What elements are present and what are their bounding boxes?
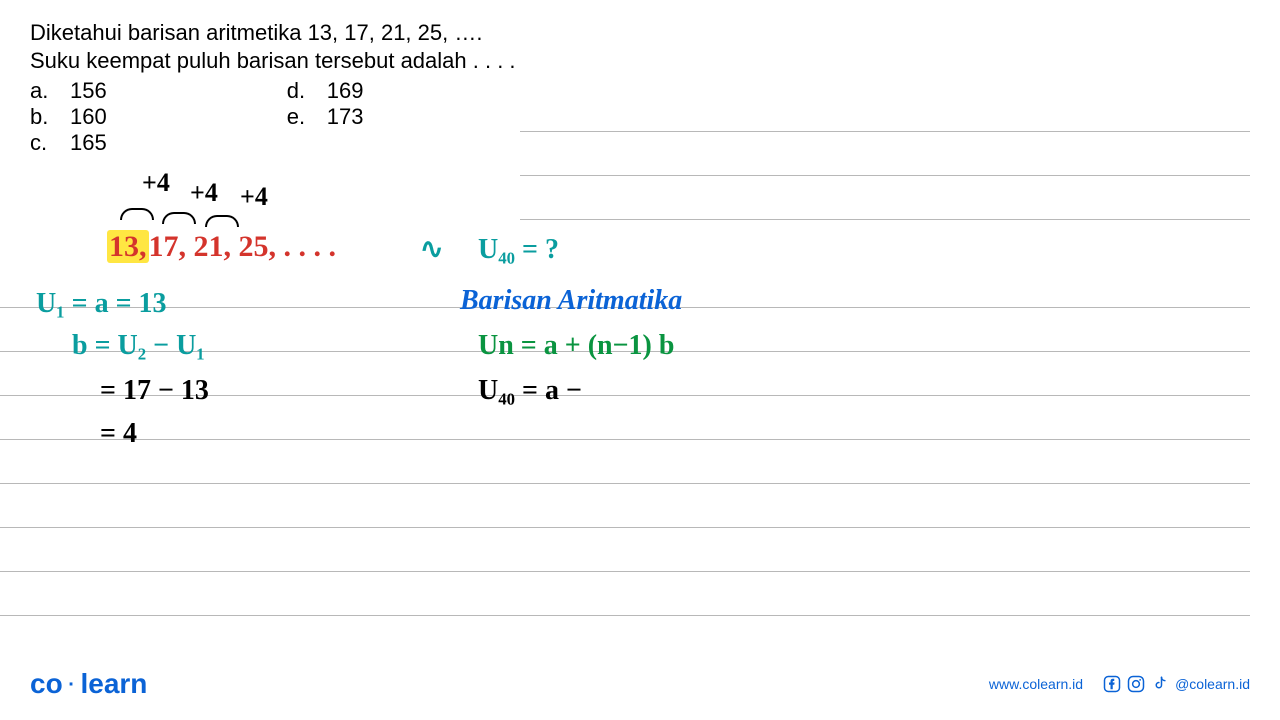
arc-icon bbox=[162, 212, 196, 224]
b-equation: b = U₂ − U₁ bbox=[72, 330, 205, 362]
footer-handle: @colearn.id bbox=[1175, 676, 1250, 692]
arc-icon bbox=[120, 208, 154, 220]
arc-icon bbox=[205, 215, 239, 227]
logo-dot-icon: · bbox=[63, 674, 81, 696]
opt-c-letter: c. bbox=[30, 130, 50, 156]
calc-step1: = 17 − 13 bbox=[100, 375, 209, 407]
question-block: Diketahui barisan aritmetika 13, 17, 21,… bbox=[0, 0, 1280, 156]
logo-learn: learn bbox=[80, 668, 147, 699]
tiktok-icon bbox=[1151, 675, 1169, 693]
opt-c: 165 bbox=[70, 130, 107, 156]
seq-rest: 17, 21, 25, . . . . bbox=[149, 230, 337, 263]
opt-d-letter: d. bbox=[287, 78, 307, 104]
social-block: www.colearn.id @colearn.id bbox=[989, 675, 1250, 693]
opt-a-letter: a. bbox=[30, 78, 50, 104]
footer-url: www.colearn.id bbox=[989, 676, 1083, 692]
options-grid: a. 156 b. 160 c. 165 d. 169 e. 173 bbox=[30, 78, 1250, 156]
question-line1: Diketahui barisan aritmetika 13, 17, 21,… bbox=[30, 20, 1250, 46]
facebook-icon bbox=[1103, 675, 1121, 693]
tilde-icon: ∿ bbox=[420, 232, 443, 266]
un-formula: Un = a + (n−1) b bbox=[478, 330, 674, 362]
logo-co: co bbox=[30, 668, 63, 699]
opt-d: 169 bbox=[327, 78, 364, 104]
opt-b-letter: b. bbox=[30, 104, 50, 130]
plus4-3: +4 bbox=[240, 182, 268, 212]
question-line2: Suku keempat puluh barisan tersebut adal… bbox=[30, 48, 1250, 74]
plus4-2: +4 bbox=[190, 178, 218, 208]
u1-eq: U₁ = a = 13 bbox=[36, 288, 167, 320]
u40-partial: U₄₀ = a − bbox=[478, 375, 582, 407]
plus4-1: +4 bbox=[142, 168, 170, 198]
logo: co · learn bbox=[30, 668, 147, 700]
seq-highlighted: 13,17, 21, 25, . . . . bbox=[107, 230, 336, 264]
opt-e-letter: e. bbox=[287, 104, 307, 130]
opt-a: 156 bbox=[70, 78, 107, 104]
seq-13: 13, bbox=[107, 230, 149, 263]
opt-e: 173 bbox=[327, 104, 364, 130]
instagram-icon bbox=[1127, 675, 1145, 693]
footer: co · learn www.colearn.id @colearn.id bbox=[30, 668, 1250, 700]
barisan-title: Barisan Aritmatika bbox=[460, 285, 682, 317]
calc-step2: = 4 bbox=[100, 418, 137, 450]
opt-b: 160 bbox=[70, 104, 107, 130]
u40-question: U₄₀ = ? bbox=[478, 234, 559, 266]
